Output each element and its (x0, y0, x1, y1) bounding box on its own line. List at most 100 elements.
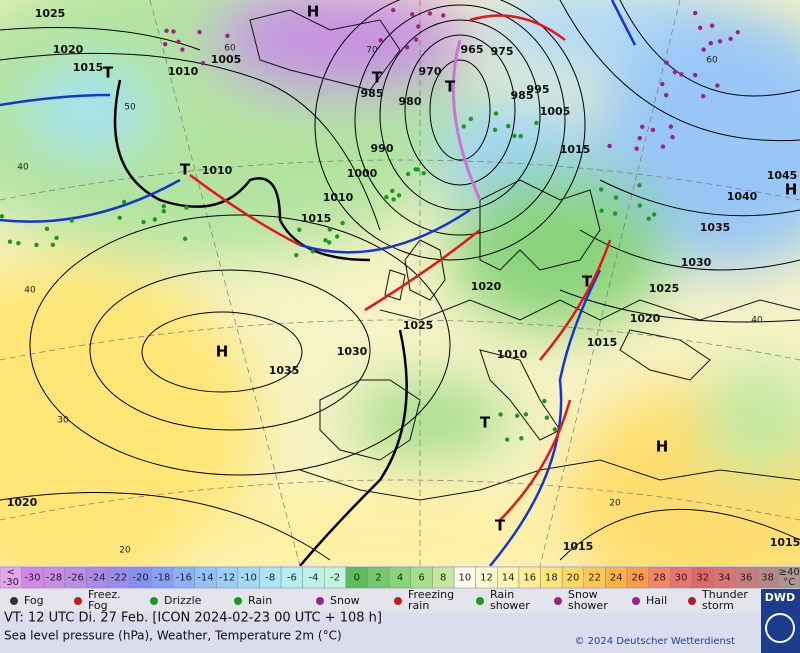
rain-symbol (646, 216, 651, 221)
isobar-label: 1010 (497, 348, 528, 361)
legend-icon (10, 597, 18, 605)
description: Sea level pressure (hPa), Weather, Tempe… (4, 629, 342, 643)
legend-icon (394, 597, 402, 605)
isobar-label: 1045 (767, 169, 798, 182)
legend-icon (74, 597, 82, 605)
scale-label: 14 (502, 573, 515, 584)
legend-icon (632, 597, 640, 605)
pressure-center: T (495, 517, 506, 535)
rain-symbol (161, 209, 166, 214)
rain-symbol (390, 188, 395, 194)
trough-line (299, 329, 408, 566)
isotherm-label: 60 (224, 44, 236, 54)
snow-symbol (197, 29, 202, 35)
rain-symbol (0, 213, 5, 219)
scale-label: 24 (610, 573, 623, 584)
copyright: © 2024 Deutscher Wetterdienst (574, 636, 735, 647)
rain-symbol (152, 217, 158, 222)
rain-symbol (599, 208, 604, 213)
isobar-label: 985 (361, 87, 384, 100)
pressure-center: T (582, 273, 593, 291)
scale-label: -16 (176, 573, 192, 584)
rain-symbol (552, 427, 558, 432)
isobar-label: 1040 (727, 190, 758, 203)
isobar-label: 1030 (681, 256, 712, 269)
isobar-label: 1025 (35, 7, 66, 20)
rain-symbol (612, 211, 618, 216)
rain-symbol (544, 415, 550, 420)
logo-icon (765, 613, 795, 643)
snow-symbol (692, 72, 698, 78)
rain-symbol (415, 167, 420, 172)
legend-label: shower (568, 599, 608, 612)
rain-symbol (515, 413, 520, 418)
isobar-label: 1025 (403, 319, 434, 332)
isotherm-label: 60 (706, 56, 718, 66)
rain-symbol (405, 171, 411, 177)
rain-symbol (512, 133, 517, 139)
trough-line (113, 79, 371, 262)
rain-symbol (598, 187, 604, 192)
isobar-label: 1020 (7, 496, 38, 509)
isobar-label: 1020 (630, 312, 661, 325)
snow-symbol (728, 36, 733, 42)
legend: Fog Freez.Fog Drizzle Rain Snow FreezingrainR… (10, 588, 748, 612)
snow-symbol (709, 23, 715, 28)
rain-symbol (7, 239, 13, 244)
snow-symbol (416, 24, 421, 29)
rain-symbol (504, 437, 510, 442)
rain-symbol (396, 193, 402, 198)
rain-symbol (16, 241, 21, 246)
rain-symbol (384, 194, 389, 200)
warm-front (469, 14, 566, 41)
rain-symbol (651, 212, 657, 217)
isobar-label: 990 (371, 142, 394, 155)
pressure-center: H (307, 3, 320, 21)
warm-front (189, 173, 301, 247)
scale-label: 10 (458, 573, 471, 584)
scale-high-label: ≥40 (779, 567, 800, 578)
graticule (0, 0, 800, 566)
snow-symbol (390, 7, 396, 13)
pressure-center: H (656, 438, 669, 456)
scale-label: 34 (718, 573, 731, 584)
legend-icon (234, 597, 242, 605)
isobar-label: 1010 (168, 65, 199, 78)
legend-label: Freezing (408, 588, 454, 601)
snow-symbol (650, 127, 656, 133)
rain-symbol (391, 197, 396, 202)
rain-symbol (493, 111, 499, 116)
snow-symbol (607, 143, 612, 149)
pressure-center: T (103, 64, 114, 82)
scale-low-label: < (7, 567, 15, 578)
snow-symbol (410, 12, 415, 17)
legend-label: Drizzle (164, 594, 202, 607)
legend-icon (316, 597, 324, 605)
isobar-label: 1015 (301, 212, 332, 225)
scale-label: 8 (440, 573, 446, 584)
isobar-label: 1010 (202, 164, 233, 177)
snow-symbol (697, 25, 703, 30)
pressure-center: T (372, 69, 383, 87)
snow-symbol (404, 45, 410, 50)
scale-label: -14 (197, 573, 213, 584)
legend-label: Thunder (701, 588, 748, 601)
legend-icon (150, 597, 158, 605)
pressure-center: T (445, 78, 456, 96)
snow-symbol (700, 94, 706, 99)
scale-label: -18 (154, 573, 170, 584)
rain-symbol (117, 215, 122, 220)
snow-symbol (664, 60, 669, 65)
snow-symbol (634, 146, 639, 151)
legend-icon (688, 597, 696, 605)
snow-symbol (660, 144, 666, 149)
snow-symbol (225, 33, 230, 39)
rain-symbol (637, 183, 642, 188)
scale-label: -24 (89, 573, 105, 584)
isotherm-label: 50 (124, 103, 136, 113)
scale-label: 16 (523, 573, 536, 584)
snow-symbol (708, 40, 714, 46)
scale-label: -4 (309, 573, 319, 584)
legend-label: Snow (568, 588, 598, 601)
